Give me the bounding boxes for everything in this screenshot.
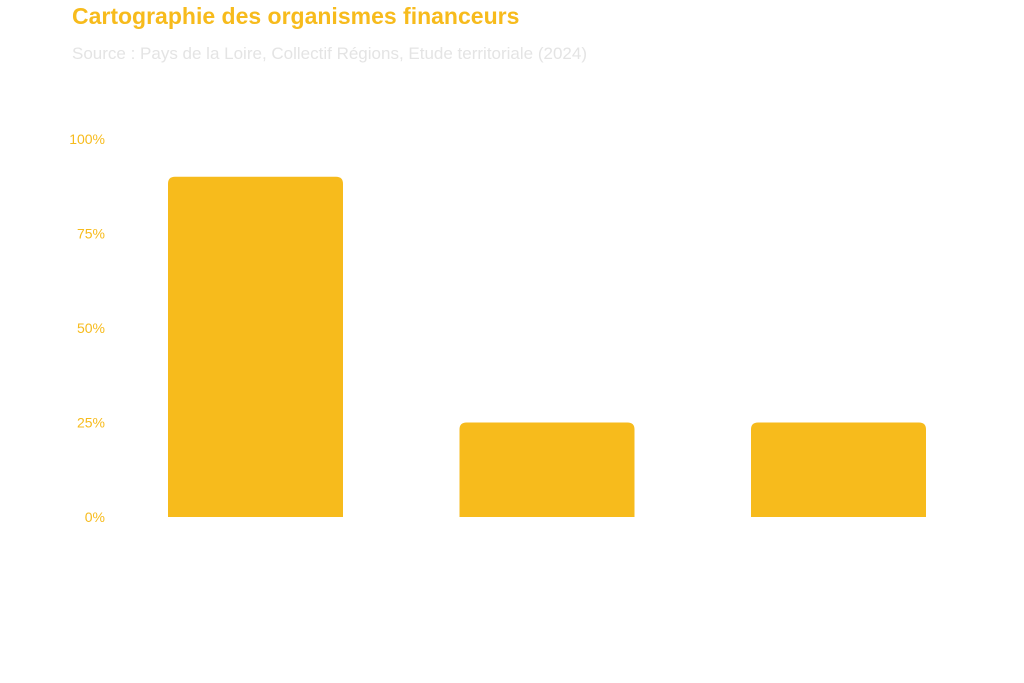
y-tick-label: 25% xyxy=(77,415,105,431)
chart-title: Cartographie des organismes financeurs xyxy=(72,3,520,29)
y-tick-label: 0% xyxy=(85,509,105,525)
bar xyxy=(168,176,343,518)
y-tick-label: 75% xyxy=(77,226,105,242)
y-tick-label: 100% xyxy=(69,131,105,147)
bar xyxy=(459,422,635,517)
y-tick-label: 50% xyxy=(77,320,105,336)
bar xyxy=(751,422,926,517)
chart-subtitle: Source : Pays de la Loire, Collectif Rég… xyxy=(72,44,587,63)
